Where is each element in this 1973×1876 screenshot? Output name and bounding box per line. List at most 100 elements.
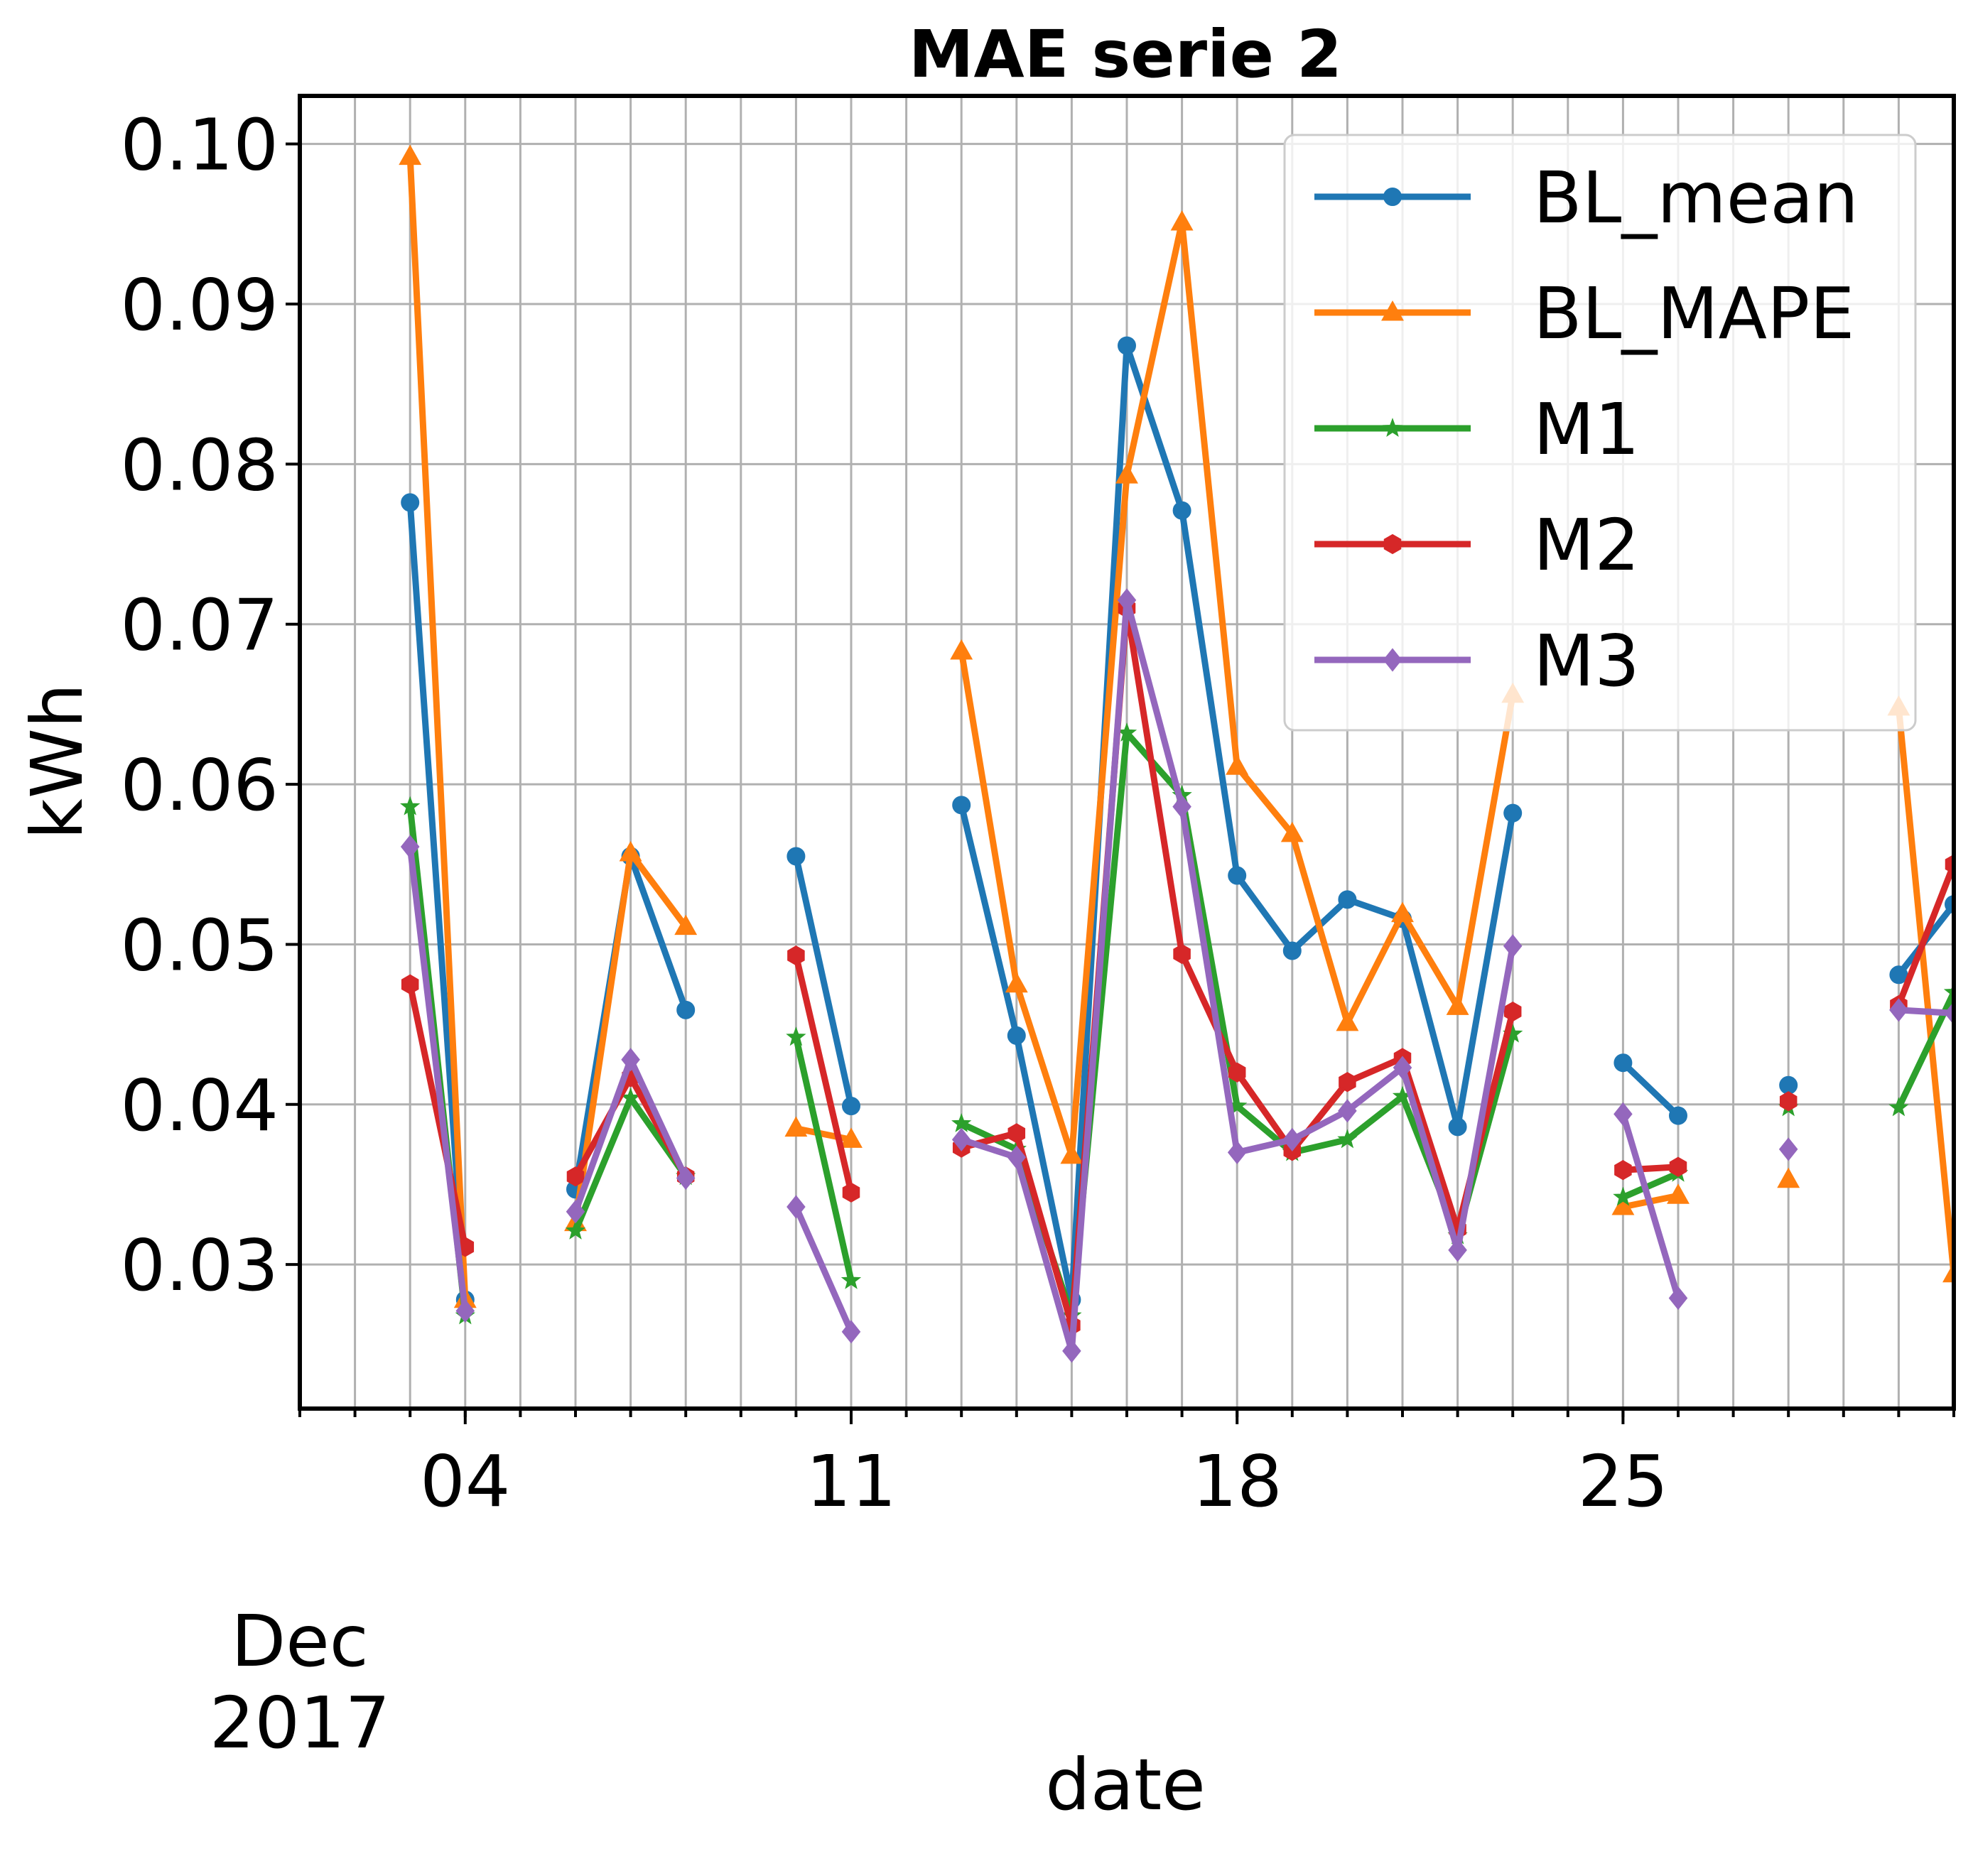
chart-title: MAE serie 2 bbox=[909, 16, 1342, 92]
data-point bbox=[1611, 1194, 1635, 1215]
legend-item-M1: M1 bbox=[1314, 388, 1640, 471]
data-point bbox=[399, 144, 422, 166]
series-line bbox=[406, 981, 469, 1250]
data-point bbox=[401, 974, 419, 994]
data-point bbox=[566, 1166, 585, 1187]
data-point bbox=[1228, 1062, 1246, 1083]
legend-marker bbox=[1381, 300, 1404, 321]
legend-marker bbox=[1383, 188, 1402, 206]
series-line bbox=[1619, 1170, 1682, 1201]
data-point bbox=[1339, 1072, 1356, 1092]
data-point bbox=[1227, 1140, 1247, 1165]
data-point bbox=[1118, 336, 1136, 355]
data-point bbox=[951, 1127, 971, 1151]
data-point bbox=[1228, 866, 1247, 885]
x-tick-label: 25 bbox=[1578, 1440, 1668, 1523]
data-point bbox=[1778, 1137, 1798, 1161]
data-point bbox=[674, 914, 698, 936]
data-point bbox=[1172, 795, 1191, 819]
data-point bbox=[951, 1112, 972, 1132]
data-point bbox=[1116, 722, 1137, 742]
legend-label: M2 bbox=[1533, 504, 1640, 587]
data-point bbox=[1613, 1186, 1633, 1206]
data-point bbox=[1888, 1097, 1909, 1117]
data-point bbox=[1667, 1183, 1690, 1204]
data-point bbox=[676, 1000, 696, 1019]
legend-box bbox=[1283, 134, 1917, 732]
legend-marker bbox=[1383, 648, 1402, 672]
x-axis-label: date bbox=[1045, 1743, 1206, 1826]
legend-item-BL_mean: BL_mean bbox=[1314, 156, 1859, 239]
data-point bbox=[1777, 1167, 1800, 1188]
series-line bbox=[792, 1203, 855, 1335]
data-point bbox=[1005, 972, 1028, 993]
data-point bbox=[1889, 998, 1908, 1022]
data-point bbox=[1282, 1127, 1302, 1151]
data-point bbox=[1503, 803, 1523, 823]
y-axis-label: kWh bbox=[16, 683, 99, 840]
series-line bbox=[1619, 1164, 1682, 1173]
legend-label: M1 bbox=[1533, 388, 1640, 471]
series-line bbox=[1619, 1059, 1682, 1119]
series-line bbox=[406, 843, 469, 1315]
data-point bbox=[1337, 1129, 1358, 1149]
x-sublabel-month: Dec bbox=[231, 1600, 369, 1683]
y-tick-label: 0.10 bbox=[120, 104, 279, 187]
legend-label: BL_mean bbox=[1533, 156, 1859, 239]
data-point bbox=[400, 796, 421, 815]
legend-label: BL_MAPE bbox=[1533, 272, 1855, 355]
plot-area bbox=[399, 144, 1954, 1363]
series-line bbox=[792, 952, 855, 1196]
series-line bbox=[792, 852, 855, 1110]
data-point bbox=[1060, 1143, 1083, 1164]
data-point bbox=[787, 945, 805, 966]
data-point bbox=[841, 1320, 861, 1344]
data-point bbox=[1668, 1286, 1688, 1311]
data-point bbox=[1282, 941, 1302, 960]
data-point bbox=[620, 1087, 641, 1107]
legend-item-M2: M2 bbox=[1314, 504, 1640, 587]
data-point bbox=[1669, 1106, 1687, 1125]
data-point bbox=[1007, 1145, 1027, 1169]
y-tick-label: 0.09 bbox=[120, 264, 279, 347]
data-point bbox=[1391, 901, 1414, 923]
data-point bbox=[1779, 1091, 1798, 1112]
data-point bbox=[621, 1048, 640, 1072]
data-point bbox=[1503, 934, 1523, 958]
data-point bbox=[400, 835, 420, 859]
data-point bbox=[840, 1269, 862, 1289]
data-point bbox=[1007, 1026, 1026, 1045]
data-point bbox=[1062, 1339, 1081, 1363]
data-point bbox=[787, 1195, 806, 1219]
data-point bbox=[1338, 890, 1357, 909]
data-point bbox=[1446, 994, 1469, 1015]
data-point bbox=[1226, 754, 1249, 775]
data-point bbox=[787, 847, 806, 866]
y-tick-label: 0.03 bbox=[120, 1224, 279, 1307]
series-line bbox=[406, 153, 469, 1303]
series-line bbox=[1895, 1007, 1954, 1016]
legend: BL_mean BL_MAPE M1 M2 M3 bbox=[1283, 134, 1917, 732]
data-point bbox=[784, 1116, 808, 1137]
data-point bbox=[455, 1298, 475, 1323]
data-point bbox=[566, 1200, 585, 1224]
data-point bbox=[952, 796, 971, 815]
x-tick-label: 18 bbox=[1192, 1440, 1282, 1523]
data-point bbox=[1170, 210, 1194, 231]
legend-item-M3: M3 bbox=[1314, 619, 1640, 703]
data-point bbox=[1117, 588, 1137, 612]
data-point bbox=[840, 1127, 863, 1148]
legend-item-BL_MAPE: BL_MAPE bbox=[1314, 272, 1855, 355]
data-point bbox=[1889, 965, 1908, 985]
y-tick-label: 0.07 bbox=[120, 584, 279, 667]
data-point bbox=[676, 1166, 696, 1191]
data-point bbox=[565, 1220, 586, 1240]
data-point bbox=[1173, 943, 1191, 965]
data-point bbox=[1393, 1056, 1412, 1080]
y-tick-label: 0.08 bbox=[120, 423, 279, 506]
data-point bbox=[1172, 501, 1191, 520]
data-point bbox=[842, 1097, 860, 1116]
y-tick-label: 0.04 bbox=[120, 1064, 279, 1147]
data-point bbox=[1280, 821, 1304, 842]
